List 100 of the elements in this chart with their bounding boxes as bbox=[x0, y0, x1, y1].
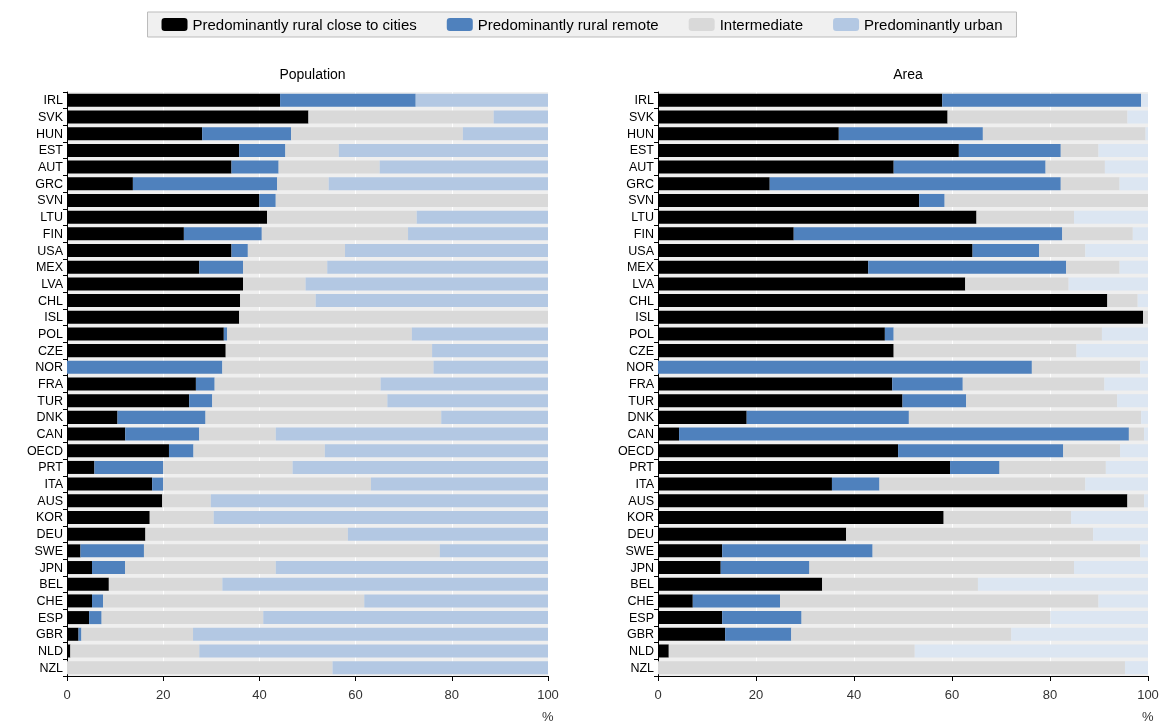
bar bbox=[239, 143, 286, 157]
bar bbox=[193, 627, 548, 641]
y-tick-label: GBR bbox=[35, 627, 63, 642]
x-tick-label: 20 bbox=[155, 687, 171, 702]
bar bbox=[261, 227, 409, 241]
bar bbox=[199, 644, 548, 658]
bar bbox=[958, 143, 1061, 157]
y-tick-label: GRC bbox=[626, 176, 654, 191]
bar bbox=[999, 460, 1106, 474]
bar bbox=[162, 494, 211, 508]
x-tick-label: 80 bbox=[444, 687, 460, 702]
legend-label: Predominantly urban bbox=[864, 16, 1003, 33]
y-tick-label: NOR bbox=[626, 360, 654, 375]
bar bbox=[898, 444, 1064, 458]
bar bbox=[1120, 444, 1148, 458]
y-tick-label: KOR bbox=[626, 510, 654, 525]
bar bbox=[914, 644, 1148, 658]
bar bbox=[1011, 627, 1148, 641]
bar bbox=[943, 510, 1072, 524]
y-tick-label: BEL bbox=[39, 577, 64, 592]
bar bbox=[291, 127, 463, 141]
bar bbox=[872, 544, 1141, 558]
bar bbox=[965, 277, 1069, 291]
bar bbox=[1104, 160, 1148, 174]
y-tick-label: CAN bbox=[36, 427, 63, 442]
y-tick-label: CAN bbox=[627, 427, 654, 442]
bar bbox=[893, 327, 1102, 341]
chart-title: Population bbox=[279, 66, 346, 82]
y-tick-label: ISL bbox=[635, 310, 655, 325]
y-tick-label: SWE bbox=[625, 543, 654, 558]
bar bbox=[1060, 143, 1099, 157]
bar bbox=[280, 93, 416, 107]
bar bbox=[1062, 227, 1133, 241]
bar bbox=[278, 160, 380, 174]
y-tick-label: USA bbox=[37, 243, 64, 258]
y-tick-label: IRL bbox=[634, 93, 655, 108]
bar bbox=[846, 527, 1094, 541]
bar bbox=[347, 527, 548, 541]
bar bbox=[275, 561, 548, 575]
bar bbox=[1127, 110, 1148, 124]
y-tick-label: SVN bbox=[628, 193, 654, 208]
bar bbox=[1063, 444, 1121, 458]
bar bbox=[493, 110, 548, 124]
y-tick-label: USA bbox=[628, 243, 655, 258]
y-tick-label: FIN bbox=[42, 226, 63, 241]
y-tick-label: GRC bbox=[35, 176, 63, 191]
bar bbox=[231, 160, 279, 174]
bar bbox=[947, 110, 1128, 124]
bar bbox=[345, 244, 548, 258]
bar bbox=[1050, 611, 1148, 625]
legend-label: Intermediate bbox=[719, 16, 804, 33]
bar bbox=[944, 193, 1148, 207]
bar bbox=[1074, 561, 1148, 575]
bar bbox=[243, 277, 306, 291]
bar bbox=[1060, 177, 1120, 191]
bar bbox=[189, 394, 213, 408]
bar bbox=[277, 177, 329, 191]
bar bbox=[67, 360, 223, 374]
bar bbox=[285, 143, 339, 157]
bar bbox=[225, 344, 433, 358]
y-tick-label: BEL bbox=[630, 577, 655, 592]
bar bbox=[94, 460, 164, 474]
x-axis-title: % bbox=[1142, 709, 1154, 724]
bar bbox=[125, 427, 200, 441]
bar bbox=[101, 611, 264, 625]
bar bbox=[793, 227, 1063, 241]
bar bbox=[972, 244, 1040, 258]
y-tick-label: FRA bbox=[38, 377, 64, 391]
y-tick-label: CZE bbox=[38, 343, 63, 358]
bar bbox=[746, 410, 909, 424]
bar bbox=[370, 477, 548, 491]
bar bbox=[462, 127, 548, 141]
bar bbox=[152, 477, 164, 491]
bar bbox=[1071, 510, 1148, 524]
bar bbox=[227, 327, 412, 341]
y-tick-label: FRA bbox=[629, 377, 655, 391]
bar bbox=[1098, 594, 1148, 608]
y-tick-label: TUR bbox=[628, 393, 654, 408]
bar bbox=[1068, 277, 1148, 291]
y-tick-label: EST bbox=[629, 143, 655, 158]
chart-title: Area bbox=[893, 66, 923, 82]
bar bbox=[868, 260, 1067, 274]
y-tick-label: CHL bbox=[37, 293, 64, 308]
y-tick-label: AUT bbox=[629, 160, 655, 175]
bar bbox=[332, 661, 548, 675]
bar bbox=[364, 594, 548, 608]
bar bbox=[328, 177, 548, 191]
bar bbox=[80, 544, 144, 558]
bar bbox=[1104, 377, 1148, 391]
bar bbox=[387, 394, 548, 408]
y-tick-label: PRT bbox=[629, 460, 655, 475]
y-tick-label: EST bbox=[38, 143, 64, 158]
bar bbox=[722, 544, 873, 558]
y-tick-label: IRL bbox=[43, 93, 64, 108]
y-tick-label: POL bbox=[37, 326, 64, 341]
bar bbox=[1119, 260, 1148, 274]
y-tick-label: PRT bbox=[38, 460, 64, 475]
bar bbox=[210, 494, 548, 508]
y-tick-label: MEX bbox=[35, 260, 64, 275]
y-tick-label: SWE bbox=[34, 543, 63, 558]
